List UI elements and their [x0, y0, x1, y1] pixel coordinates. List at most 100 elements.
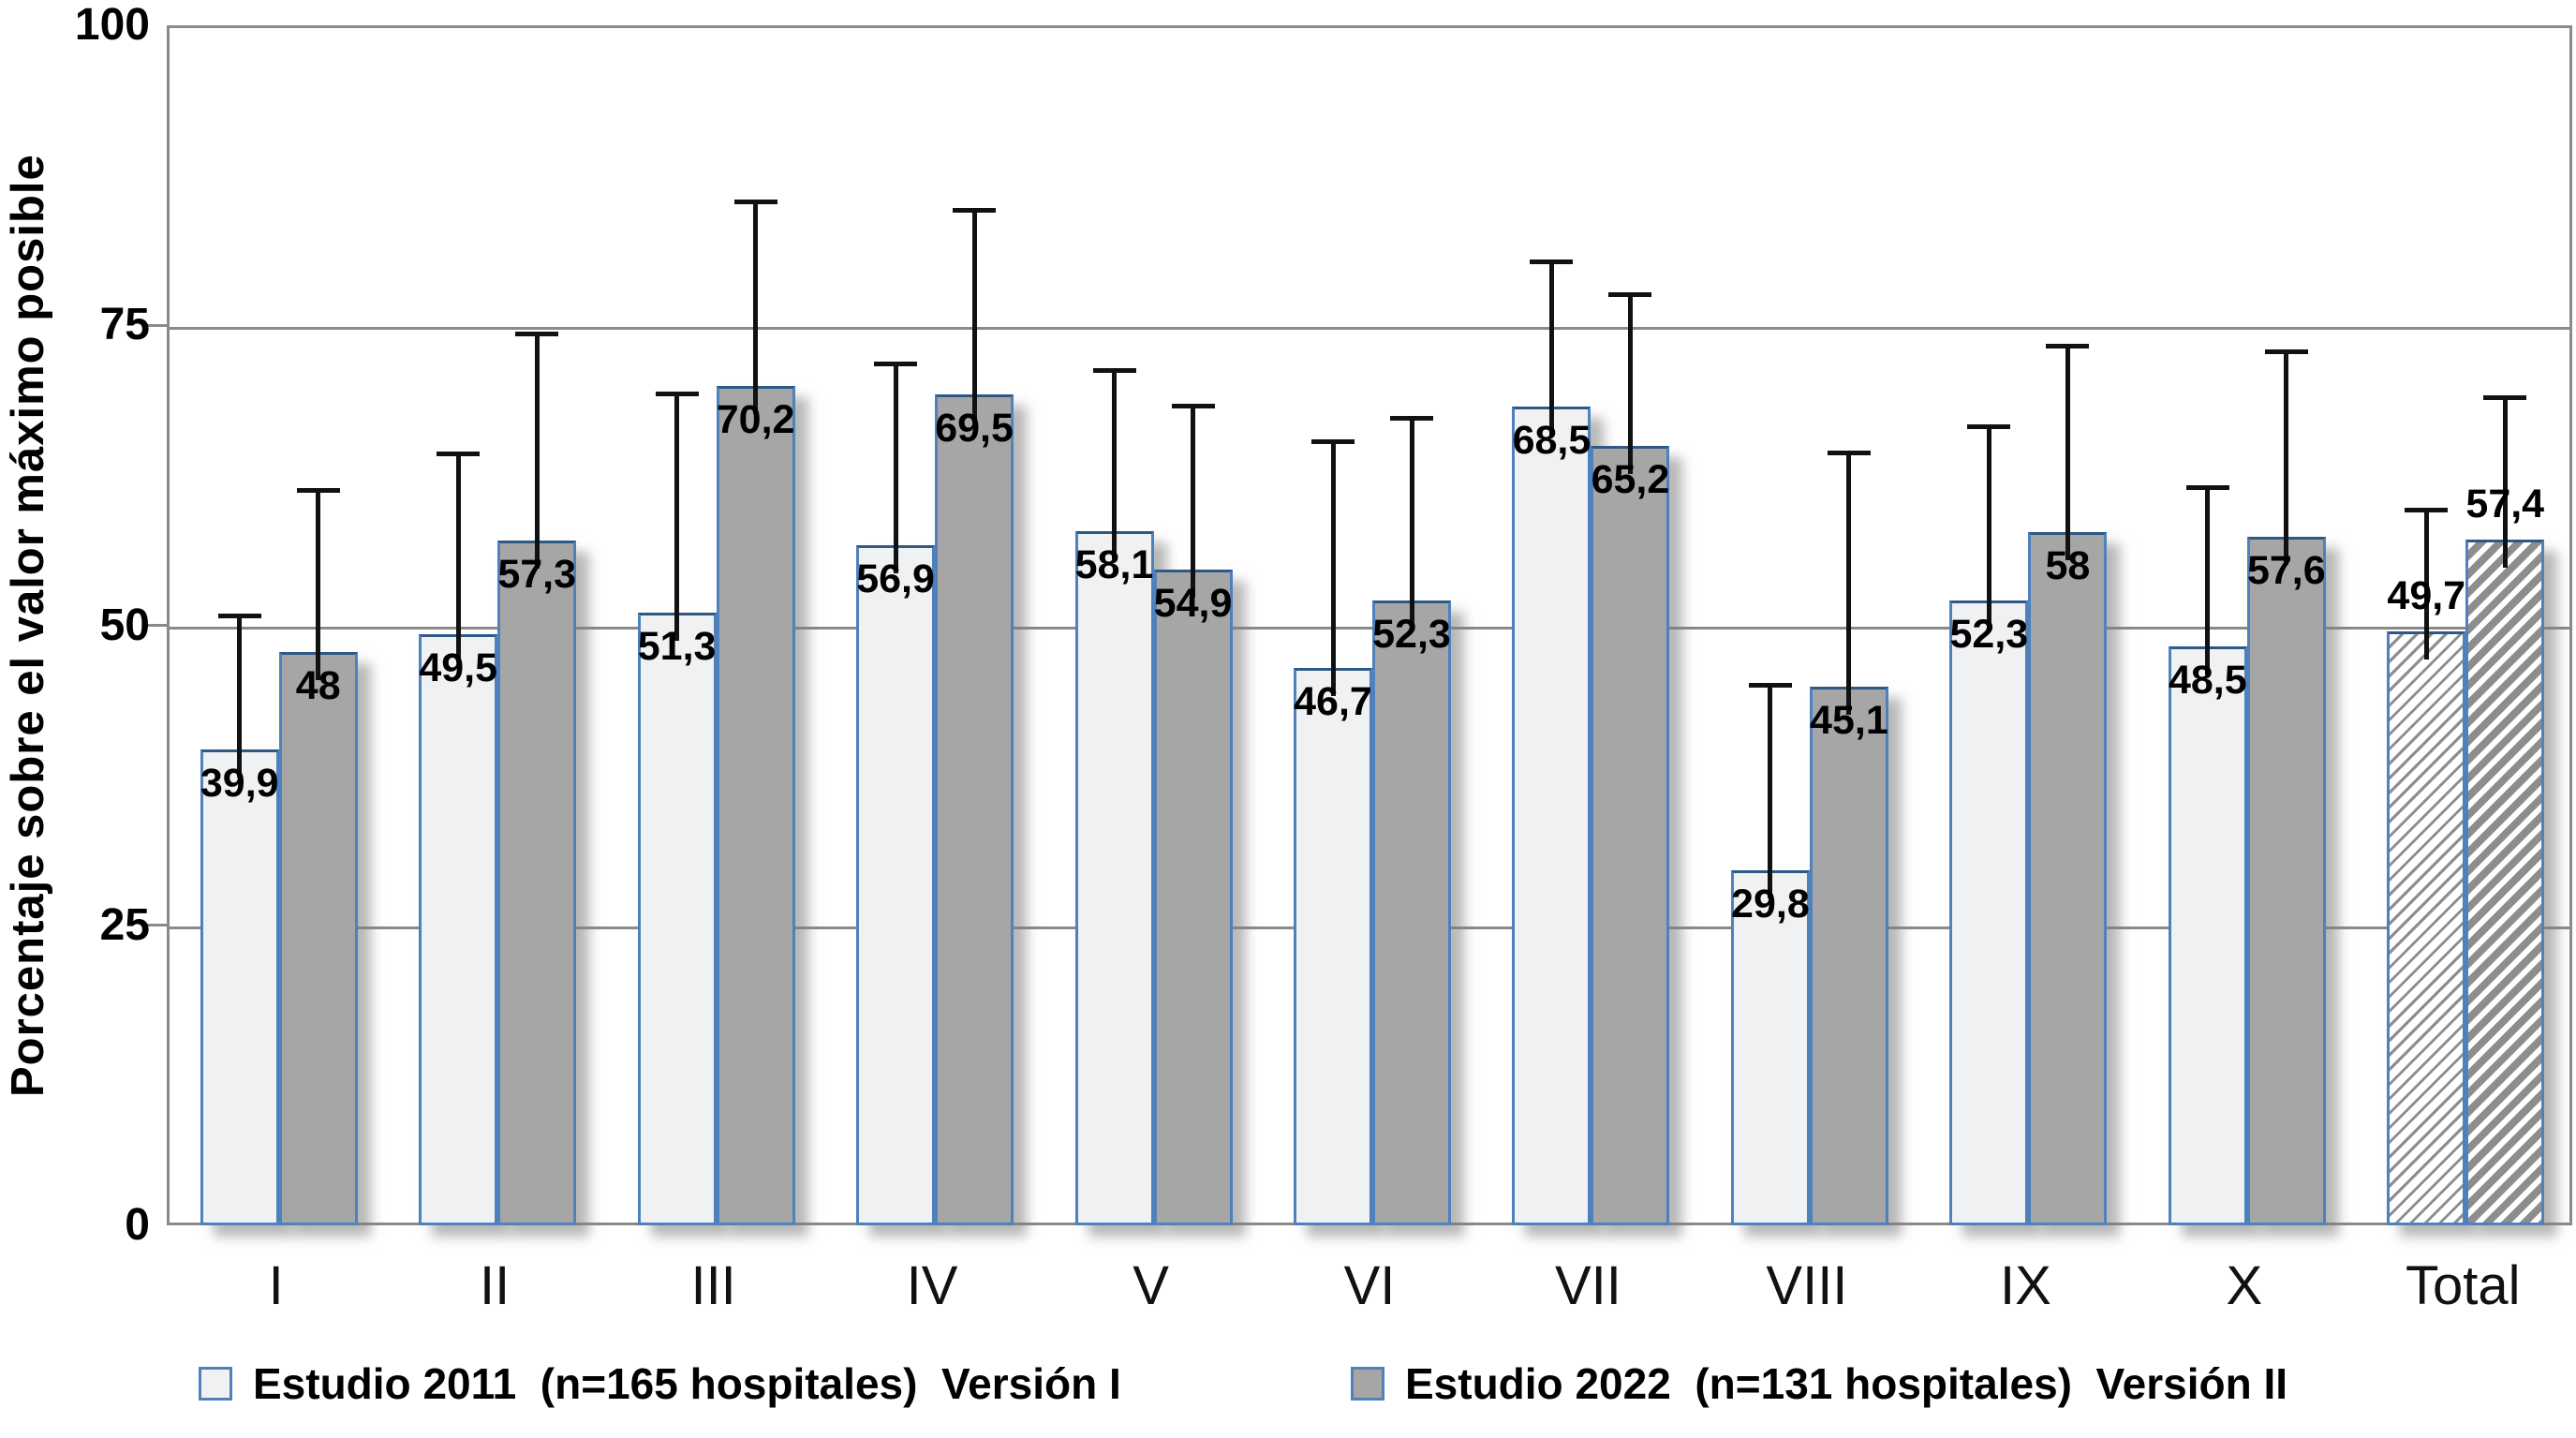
- y-tick-mark-25: [146, 924, 167, 927]
- y-tick-label-25: 25: [99, 899, 150, 950]
- x-tick-label-VII: VII: [1554, 1255, 1621, 1316]
- y-tick-mark-75: [146, 323, 167, 327]
- error-bar-VI-series-1: [1409, 418, 1414, 630]
- value-label-VIII-series-0: 29,8: [1731, 882, 1810, 927]
- x-tick-label-I: I: [268, 1255, 284, 1316]
- value-label-IX-series-1: 58: [2045, 543, 2091, 589]
- plot-area: 39,9 48 49,5 57,3 51,3 70,2 56,9 69,5 58,1 54,9 46…: [167, 25, 2572, 1225]
- error-bar-cap-X-series-0: [2185, 485, 2229, 491]
- x-tick-label-VIII: VIII: [1766, 1255, 1848, 1316]
- error-bar-cap-II-series-1: [515, 332, 559, 337]
- bar-II-series-1: [497, 540, 577, 1225]
- value-label-II-series-0: 49,5: [419, 645, 498, 690]
- error-bar-IV-series-1: [971, 210, 977, 423]
- error-bar-cap-VIII-series-1: [1827, 450, 1871, 455]
- x-tick-label-V: V: [1133, 1255, 1169, 1316]
- legend-swatch-2011-icon: [199, 1367, 232, 1401]
- value-label-VII-series-1: 65,2: [1591, 456, 1670, 502]
- bar-X-series-1: [2246, 537, 2326, 1225]
- value-label-Total-series-1: 57,4: [2465, 481, 2545, 526]
- bar-VII-series-0: [1512, 406, 1591, 1225]
- bar-VII-series-1: [1591, 445, 1670, 1225]
- value-label-I-series-0: 39,9: [200, 760, 279, 806]
- error-bar-cap-VII-series-1: [1608, 291, 1652, 297]
- gridline-50: [170, 627, 2569, 630]
- bar-X-series-0: [2168, 645, 2247, 1225]
- error-bar-X-series-0: [2205, 487, 2211, 675]
- error-bar-cap-I-series-1: [296, 487, 340, 493]
- error-bar-cap-I-series-0: [217, 614, 261, 619]
- error-bar-III-series-1: [753, 201, 759, 414]
- error-bar-V-series-1: [1191, 406, 1196, 598]
- value-label-VIII-series-1: 45,1: [1810, 698, 1888, 744]
- value-label-X-series-1: 57,6: [2246, 548, 2326, 594]
- legend-swatch-2022-icon: [1351, 1367, 1384, 1401]
- x-tick-label-IV: IV: [906, 1255, 958, 1316]
- bar-I-series-0: [200, 749, 279, 1225]
- error-bar-IX-series-0: [1986, 426, 1991, 630]
- bar-VI-series-0: [1294, 667, 1372, 1225]
- error-bar-cap-VII-series-0: [1530, 259, 1574, 265]
- bar-VI-series-1: [1372, 600, 1451, 1225]
- error-bar-VII-series-1: [1627, 294, 1633, 474]
- error-bar-cap-V-series-0: [1092, 367, 1136, 373]
- error-bar-Total-series-1: [2502, 397, 2508, 568]
- bar-I-series-1: [278, 652, 358, 1225]
- value-label-X-series-0: 48,5: [2168, 657, 2247, 703]
- error-bar-cap-Total-series-0: [2405, 508, 2449, 513]
- error-bar-VIII-series-0: [1768, 685, 1773, 899]
- value-label-IV-series-1: 69,5: [935, 405, 1014, 451]
- bar-VIII-series-1: [1809, 687, 1888, 1225]
- total-bar-Total-series-0: [2387, 631, 2466, 1225]
- bar-IX-series-0: [1949, 600, 2029, 1225]
- value-label-I-series-1: 48: [295, 663, 341, 709]
- gridline-75: [170, 326, 2569, 330]
- bar-IV-series-0: [856, 545, 936, 1225]
- value-label-IX-series-0: 52,3: [1949, 612, 2029, 658]
- error-bar-cap-VI-series-0: [1311, 439, 1355, 445]
- error-bar-cap-VI-series-1: [1390, 415, 1433, 421]
- error-bar-III-series-0: [674, 393, 680, 641]
- bar-II-series-0: [419, 633, 498, 1225]
- x-tick-label-VI: VI: [1343, 1255, 1396, 1316]
- error-bar-cap-VIII-series-0: [1748, 683, 1792, 689]
- value-label-VI-series-1: 52,3: [1372, 612, 1451, 658]
- error-bar-I-series-1: [316, 490, 321, 681]
- y-tick-label-0: 0: [125, 1200, 150, 1250]
- error-bar-IV-series-0: [893, 363, 898, 574]
- error-bar-cap-III-series-0: [655, 392, 699, 397]
- value-label-Total-series-0: 49,7: [2387, 573, 2466, 619]
- bar-III-series-1: [716, 385, 795, 1225]
- y-tick-mark-50: [146, 624, 167, 627]
- legend-entry-2022: Estudio 2022 (n=131 hospitales) Versión …: [1351, 1358, 2287, 1409]
- y-tick-label-75: 75: [99, 300, 150, 350]
- error-bar-cap-IX-series-0: [1967, 423, 2011, 429]
- y-tick-label-100: 100: [74, 0, 150, 50]
- x-tick-label-III: III: [690, 1255, 736, 1316]
- legend-entry-2011: Estudio 2011 (n=165 hospitales) Versión …: [199, 1358, 1121, 1409]
- error-bar-cap-Total-series-1: [2483, 395, 2527, 401]
- error-bar-II-series-1: [534, 334, 540, 569]
- value-label-V-series-0: 58,1: [1074, 541, 1154, 587]
- bar-V-series-0: [1074, 530, 1154, 1225]
- error-bar-II-series-0: [455, 453, 461, 662]
- error-bar-V-series-0: [1112, 370, 1118, 559]
- y-tick-label-50: 50: [99, 600, 150, 650]
- value-label-VI-series-0: 46,7: [1294, 678, 1372, 724]
- value-label-III-series-1: 70,2: [716, 396, 795, 442]
- legend-label-2011: Estudio 2011 (n=165 hospitales) Versión …: [253, 1359, 1121, 1408]
- x-tick-label-Total: Total: [2406, 1255, 2521, 1316]
- value-label-VII-series-0: 68,5: [1512, 417, 1591, 463]
- value-label-II-series-1: 57,3: [497, 551, 577, 597]
- error-bar-I-series-0: [237, 615, 243, 778]
- x-tick-label-II: II: [480, 1255, 511, 1316]
- value-label-III-series-0: 51,3: [637, 623, 717, 669]
- bar-V-series-1: [1153, 569, 1233, 1225]
- error-bar-Total-series-0: [2423, 510, 2429, 660]
- error-bar-X-series-1: [2284, 351, 2289, 566]
- x-tick-label-X: X: [2226, 1255, 2263, 1316]
- error-bar-VI-series-0: [1330, 441, 1336, 696]
- total-bar-Total-series-1: [2465, 539, 2545, 1225]
- error-bar-cap-IX-series-1: [2046, 343, 2090, 348]
